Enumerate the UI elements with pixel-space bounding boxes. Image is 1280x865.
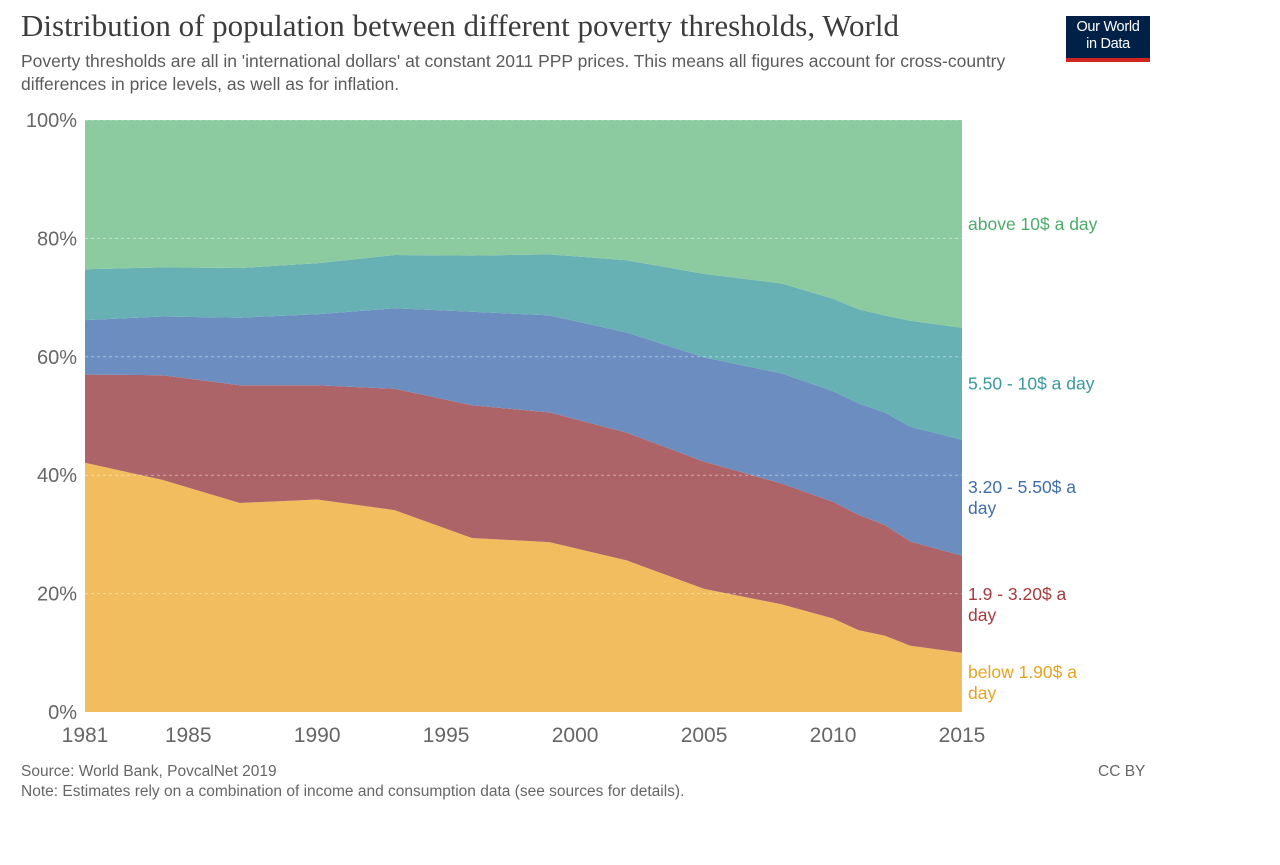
y-tick-label: 100%: [26, 110, 77, 132]
series-labels: below 1.90$ a day 1.9 - 3.20$ a day 3.20 - 5…: [968, 214, 1098, 703]
y-tick-label: 0%: [48, 702, 77, 724]
y-tick-label: 80%: [37, 228, 77, 250]
stacked-area-chart: 0% 20% 40% 60% 80% 100% 1981 1985 1990 1995 2000 2…: [26, 110, 1098, 747]
logo-line-2: in Data: [1086, 36, 1130, 52]
series-label-3-20-5-50-a-day: 3.20 - 5.50$ a day: [968, 477, 1076, 518]
owid-logo[interactable]: Our World in Data: [1066, 16, 1150, 62]
x-tick-label: 2010: [810, 724, 857, 747]
license-link[interactable]: CC BY: [1098, 763, 1146, 780]
x-tick-label: 2005: [681, 724, 728, 747]
y-axis: 0% 20% 40% 60% 80% 100%: [26, 110, 77, 724]
chart-title: Distribution of population between diffe…: [21, 8, 899, 43]
area-3-20-5-50-a-day[interactable]: [85, 308, 962, 556]
x-axis: 1981 1985 1990 1995 2000 2005 2010 2015: [62, 724, 986, 747]
area-below-1-90-a-day[interactable]: [85, 462, 962, 712]
x-tick-label: 2015: [939, 724, 986, 747]
y-tick-label: 20%: [37, 584, 77, 606]
x-tick-label: 1995: [423, 724, 470, 747]
series-label-above-10-a-day: above 10$ a day: [968, 214, 1098, 234]
x-tick-label: 1985: [165, 724, 212, 747]
area-5-50-10-a-day[interactable]: [85, 254, 962, 440]
y-tick-label: 40%: [37, 465, 77, 487]
series-label-1-9-3-20-a-day: 1.9 - 3.20$ a day: [968, 584, 1067, 625]
x-tick-label: 1990: [294, 724, 341, 747]
series-label-5-50-10-a-day: 5.50 - 10$ a day: [968, 374, 1095, 394]
x-tick-label: 2000: [552, 724, 599, 747]
y-tick-label: 60%: [37, 347, 77, 369]
series-label-below-1-90-a-day: below 1.90$ a day: [968, 662, 1077, 703]
chart-subtitle: Poverty thresholds are all in 'internati…: [21, 51, 1006, 94]
source-note[interactable]: Source: World Bank, PovcalNet 2019: [21, 763, 277, 780]
x-tick-label: 1981: [62, 724, 109, 747]
area-layer: [85, 120, 962, 712]
area-above-10-a-day[interactable]: [85, 120, 962, 328]
grid-layer: [85, 119, 962, 595]
logo-line-1: Our World: [1076, 19, 1140, 35]
data-note: Note: Estimates rely on a combination of…: [21, 783, 685, 800]
area-1-9-3-20-a-day[interactable]: [85, 374, 962, 653]
